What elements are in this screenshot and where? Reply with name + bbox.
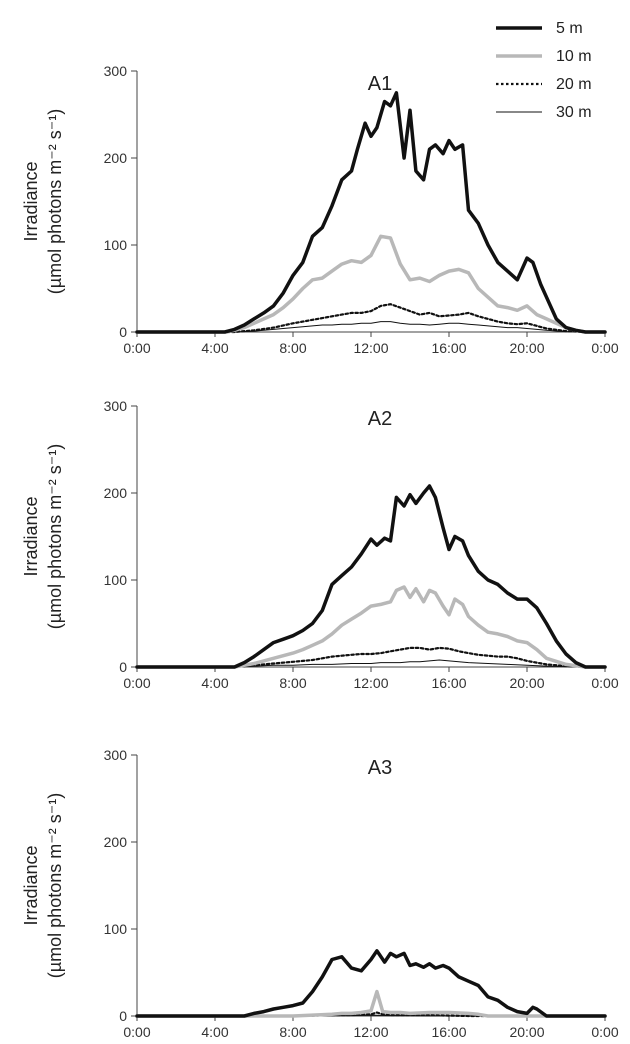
y-axis-label-line: Irradiance	[21, 496, 41, 576]
x-tick-label: 8:00	[279, 675, 306, 691]
legend-entry: 20 m	[496, 76, 592, 93]
x-tick-label: 0:00	[591, 675, 618, 691]
y-tick-label: 300	[104, 398, 128, 414]
x-tick-label: 0:00	[123, 340, 150, 356]
y-tick-label: 100	[104, 572, 128, 588]
chart-panel-a1: 0 100 200 300 0:00 4:00 8:00 12:00 16:00 20:00 0:0…	[21, 63, 619, 356]
y-tick-label: 200	[104, 834, 128, 850]
x-tick-label: 20:00	[509, 675, 544, 691]
y-axis-label-line: Irradiance	[21, 845, 41, 925]
y-tick-label: 0	[119, 659, 127, 675]
series-line-5m	[135, 484, 607, 669]
panel-title: A3	[368, 757, 392, 779]
y-axis-label: Irradiance (µmol photons m⁻² s⁻¹)	[21, 793, 65, 978]
series-line-10m	[135, 585, 607, 669]
x-tick-label: 8:00	[279, 1024, 306, 1040]
x-tick-label: 0:00	[123, 675, 150, 691]
x-tick-label: 0:00	[591, 340, 618, 356]
x-tick-label: 12:00	[353, 340, 388, 356]
series-line-5m	[135, 949, 607, 1018]
y-axis-label: Irradiance (µmol photons m⁻² s⁻¹)	[21, 109, 65, 294]
series-line-30m	[136, 659, 606, 668]
series-line-10m	[135, 234, 607, 334]
series-line-20m	[135, 646, 607, 669]
x-tick-label: 16:00	[431, 1024, 466, 1040]
legend-entry: 10 m	[496, 48, 592, 65]
y-axis-label: Irradiance (µmol photons m⁻² s⁻¹)	[21, 444, 65, 629]
x-tick-label: 16:00	[431, 675, 466, 691]
y-tick-label: 200	[104, 485, 128, 501]
legend-label: 20 m	[556, 76, 592, 93]
series-line-20m	[135, 1011, 607, 1018]
y-axis-label-line: Irradiance	[21, 161, 41, 241]
y-tick-label: 0	[119, 1008, 127, 1024]
x-tick-label: 12:00	[353, 675, 388, 691]
x-tick-label: 20:00	[509, 340, 544, 356]
y-tick-label: 100	[104, 237, 128, 253]
x-tick-label: 4:00	[201, 675, 228, 691]
y-tick-label: 100	[104, 921, 128, 937]
y-tick-label: 0	[119, 324, 127, 340]
legend-entry: 30 m	[496, 104, 592, 121]
y-axis-label-line: (µmol photons m⁻² s⁻¹)	[45, 444, 65, 629]
y-tick-label: 300	[104, 747, 128, 763]
y-axis-label-line: (µmol photons m⁻² s⁻¹)	[45, 793, 65, 978]
y-tick-label: 200	[104, 150, 128, 166]
x-tick-label: 0:00	[591, 1024, 618, 1040]
series-line-30m	[136, 321, 606, 333]
chart-panels: 0 100 200 300 0:00 4:00 8:00 12:00 16:00 20:00 0:0…	[21, 63, 619, 1040]
x-tick-label: 0:00	[123, 1024, 150, 1040]
chart-panel-a2: 0 100 200 300 0:00 4:00 8:00 12:00 16:00 20:00 0:0…	[21, 398, 619, 691]
legend-label: 5 m	[556, 20, 583, 37]
y-tick-label: 300	[104, 63, 128, 79]
x-tick-label: 4:00	[201, 1024, 228, 1040]
x-tick-label: 20:00	[509, 1024, 544, 1040]
legend-label: 30 m	[556, 104, 592, 121]
x-tick-label: 12:00	[353, 1024, 388, 1040]
chart-panel-a3: 0 100 200 300 0:00 4:00 8:00 12:00 16:00 20:00 0:0…	[21, 747, 619, 1040]
series-line-10m	[135, 989, 607, 1018]
panel-title: A1	[368, 73, 392, 95]
legend: 5 m 10 m 20 m 30 m	[496, 20, 592, 121]
x-tick-label: 8:00	[279, 340, 306, 356]
x-tick-label: 16:00	[431, 340, 466, 356]
panel-title: A2	[368, 408, 392, 430]
series-line-5m	[135, 91, 607, 334]
legend-entry: 5 m	[496, 20, 583, 37]
legend-label: 10 m	[556, 48, 592, 65]
series-line-20m	[135, 303, 607, 334]
y-axis-label-line: (µmol photons m⁻² s⁻¹)	[45, 109, 65, 294]
x-tick-label: 4:00	[201, 340, 228, 356]
